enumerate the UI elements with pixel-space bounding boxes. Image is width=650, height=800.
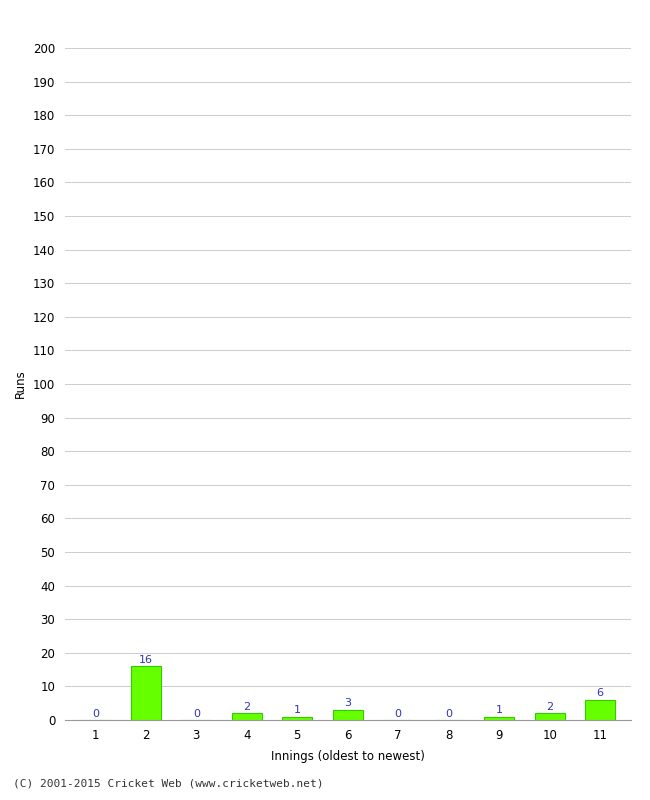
Bar: [333, 710, 363, 720]
Bar: [231, 714, 262, 720]
Text: 1: 1: [294, 705, 301, 715]
Text: 0: 0: [395, 709, 402, 718]
Text: 2: 2: [243, 702, 250, 712]
Bar: [131, 666, 161, 720]
Text: (C) 2001-2015 Cricket Web (www.cricketweb.net): (C) 2001-2015 Cricket Web (www.cricketwe…: [13, 778, 324, 788]
Bar: [282, 717, 313, 720]
X-axis label: Innings (oldest to newest): Innings (oldest to newest): [271, 750, 424, 763]
Text: 0: 0: [445, 709, 452, 718]
Y-axis label: Runs: Runs: [14, 370, 27, 398]
Text: 1: 1: [496, 705, 502, 715]
Bar: [534, 714, 565, 720]
Text: 3: 3: [344, 698, 351, 708]
Bar: [585, 700, 616, 720]
Bar: [484, 717, 514, 720]
Text: 0: 0: [193, 709, 200, 718]
Text: 6: 6: [597, 688, 604, 698]
Text: 0: 0: [92, 709, 99, 718]
Text: 2: 2: [546, 702, 553, 712]
Text: 16: 16: [139, 654, 153, 665]
